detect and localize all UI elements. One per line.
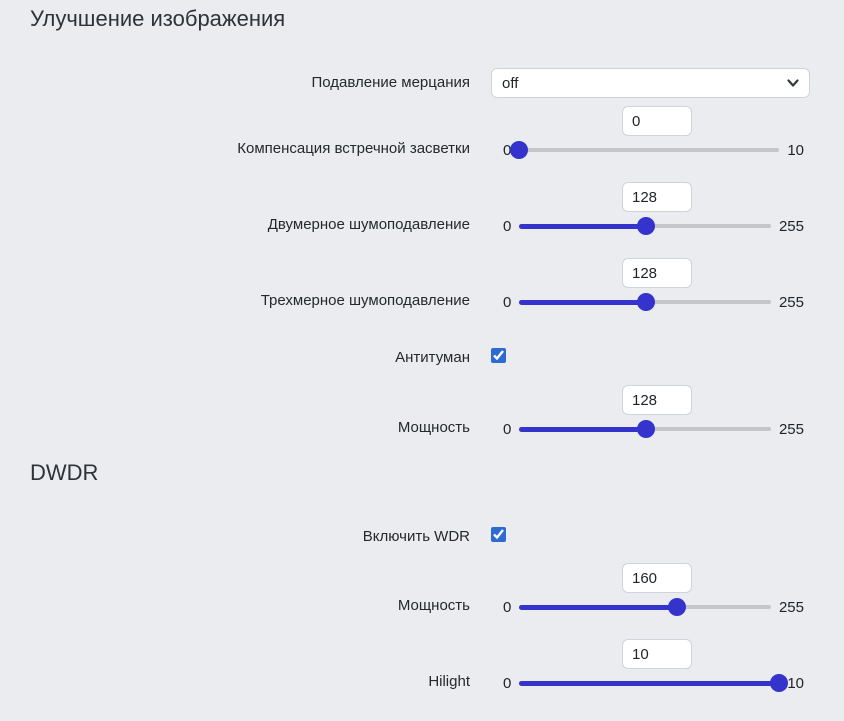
noise-reduction-3d-label: Трехмерное шумоподавление bbox=[260, 292, 470, 309]
antifog-strength-slider[interactable] bbox=[519, 420, 771, 438]
slider-fill bbox=[519, 299, 646, 305]
slider-fill bbox=[519, 223, 646, 229]
slider-min-label: 0 bbox=[503, 420, 512, 438]
antifog-strength-row: Мощность 0 255 bbox=[30, 385, 810, 438]
hilight-slider[interactable] bbox=[519, 674, 789, 692]
hilight-row: Hilight 0 10 bbox=[30, 639, 810, 692]
flicker-suppression-label: Подавление мерцания bbox=[311, 74, 471, 91]
hilight-value-input[interactable] bbox=[622, 639, 692, 669]
flicker-suppression-select-wrap: off bbox=[491, 68, 810, 98]
slider-thumb[interactable] bbox=[636, 217, 655, 235]
slider-track[interactable] bbox=[519, 148, 780, 152]
slider-fill bbox=[519, 604, 678, 610]
antifog-label: Антитуман bbox=[395, 348, 470, 366]
slider-thumb[interactable] bbox=[510, 141, 529, 159]
backlight-compensation-label: Компенсация встречной засветки bbox=[237, 140, 470, 157]
page-title: Улучшение изображения bbox=[30, 6, 286, 31]
flicker-suppression-row: Подавление мерцания off bbox=[30, 68, 810, 98]
slider-min-label: 0 bbox=[503, 674, 512, 692]
backlight-compensation-value-input[interactable] bbox=[622, 106, 692, 136]
antifog-checkbox[interactable] bbox=[491, 348, 506, 363]
dwdr-strength-row: Мощность 0 255 bbox=[30, 563, 810, 616]
flicker-suppression-select[interactable]: off bbox=[491, 68, 810, 98]
slider-thumb[interactable] bbox=[668, 598, 687, 616]
slider-min-label: 0 bbox=[503, 217, 512, 235]
enable-wdr-row: Включить WDR bbox=[30, 526, 810, 547]
dwdr-strength-value-input[interactable] bbox=[622, 563, 692, 593]
slider-max-label: 255 bbox=[778, 420, 804, 438]
noise-reduction-2d-row: Двумерное шумоподавление 0 255 bbox=[30, 182, 810, 235]
enable-wdr-label: Включить WDR bbox=[362, 527, 470, 545]
backlight-compensation-row: Компенсация встречной засветки 0 10 bbox=[30, 106, 810, 159]
image-settings-page: Улучшение изображения Подавление мерцани… bbox=[30, 6, 810, 692]
noise-reduction-3d-slider[interactable] bbox=[519, 293, 771, 311]
slider-thumb[interactable] bbox=[636, 293, 655, 311]
slider-fill bbox=[519, 680, 780, 686]
noise-reduction-2d-value-input[interactable] bbox=[622, 182, 692, 212]
slider-thumb[interactable] bbox=[636, 420, 655, 438]
slider-max-label: 255 bbox=[778, 293, 804, 311]
slider-max-label: 10 bbox=[787, 674, 804, 692]
slider-min-label: 0 bbox=[503, 598, 512, 616]
noise-reduction-2d-slider[interactable] bbox=[519, 217, 771, 235]
slider-max-label: 255 bbox=[778, 217, 804, 235]
noise-reduction-2d-label: Двумерное шумоподавление bbox=[267, 216, 470, 233]
slider-fill bbox=[519, 426, 646, 432]
enable-wdr-checkbox[interactable] bbox=[491, 527, 506, 542]
backlight-compensation-slider[interactable] bbox=[510, 141, 780, 159]
dwdr-strength-label: Мощность bbox=[397, 597, 470, 614]
hilight-label: Hilight bbox=[428, 673, 470, 690]
slider-thumb[interactable] bbox=[770, 674, 789, 692]
section-title-dwdr: DWDR bbox=[30, 460, 99, 485]
slider-max-label: 10 bbox=[787, 141, 804, 159]
antifog-strength-value-input[interactable] bbox=[622, 385, 692, 415]
antifog-strength-label: Мощность bbox=[397, 419, 470, 436]
noise-reduction-3d-row: Трехмерное шумоподавление 0 255 bbox=[30, 258, 810, 311]
dwdr-strength-slider[interactable] bbox=[519, 598, 771, 616]
slider-min-label: 0 bbox=[503, 141, 512, 159]
antifog-row: Антитуман bbox=[30, 347, 810, 368]
slider-max-label: 255 bbox=[778, 598, 804, 616]
slider-min-label: 0 bbox=[503, 293, 512, 311]
noise-reduction-3d-value-input[interactable] bbox=[622, 258, 692, 288]
